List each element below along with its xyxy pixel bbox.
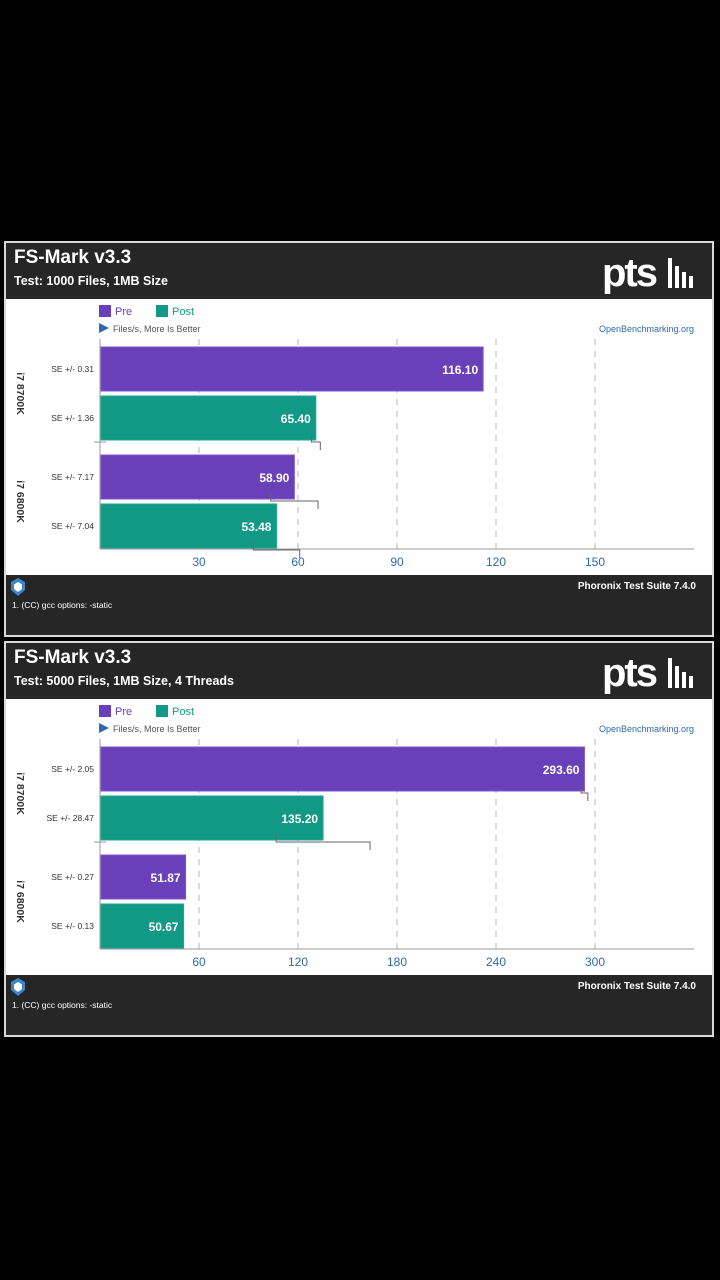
se-label: SE +/- 7.04 — [51, 521, 94, 531]
x-tick-label: 90 — [390, 555, 404, 569]
x-tick-label: 150 — [585, 555, 605, 569]
x-tick-label: 120 — [288, 955, 308, 969]
direction-label: Files/s, More Is Better — [113, 324, 201, 334]
source-label: OpenBenchmarking.org — [599, 724, 694, 734]
pts-logo-icon: pts — [602, 652, 693, 694]
direction-label: Files/s, More Is Better — [113, 724, 201, 734]
category-label: i7 6800K — [14, 880, 26, 923]
category-label: i7 8700K — [14, 772, 26, 815]
se-label: SE +/- 1.36 — [51, 413, 94, 423]
bar-value-label: 53.48 — [241, 520, 271, 534]
bar-post — [100, 903, 185, 949]
bar-chart: Pre Post Files/s, More Is Better OpenBenchm… — [14, 305, 694, 569]
x-tick-label: 30 — [192, 555, 206, 569]
chart-subtitle: Test: 1000 Files, 1MB Size — [14, 274, 168, 288]
se-label: SE +/- 0.31 — [51, 364, 94, 374]
benchmark-panel-1: FS-Mark v3.3 Test: 1000 Files, 1MB Size … — [4, 241, 714, 637]
bar-post — [100, 395, 317, 441]
x-tick-label: 60 — [192, 955, 206, 969]
x-tick-label: 240 — [486, 955, 506, 969]
openbenchmarking-icon — [11, 978, 25, 996]
footer-brand: Phoronix Test Suite 7.4.0 — [577, 581, 696, 592]
footer-note: 1. (CC) gcc options: -static — [12, 600, 113, 610]
pts-logo-icon: pts — [602, 252, 693, 294]
bar-value-label: 293.60 — [543, 763, 580, 777]
error-bracket — [252, 542, 301, 558]
bar-value-label: 50.67 — [149, 920, 179, 934]
openbenchmarking-icon — [11, 578, 25, 596]
bar-value-label: 65.40 — [281, 412, 311, 426]
legend-swatch-pre — [99, 305, 111, 317]
bar-pre — [100, 346, 484, 392]
bar-value-label: 116.10 — [442, 363, 478, 377]
category-label: i7 8700K — [14, 372, 26, 415]
bar-pre — [100, 854, 187, 900]
panel-header: FS-Mark v3.3 Test: 5000 Files, 1MB Size,… — [6, 643, 712, 699]
x-tick-label: 60 — [291, 555, 305, 569]
bar-value-label: 51.87 — [151, 871, 181, 885]
svg-text:pts: pts — [602, 252, 657, 294]
legend-swatch-post — [156, 705, 168, 717]
bar-pre — [100, 454, 295, 500]
x-tick-label: 120 — [486, 555, 506, 569]
svg-text:pts: pts — [602, 652, 657, 694]
x-tick-label: 300 — [585, 955, 605, 969]
se-label: SE +/- 2.05 — [51, 764, 94, 774]
panel-footer: Phoronix Test Suite 7.4.0 1. (CC) gcc op… — [6, 575, 712, 635]
panel-header: FS-Mark v3.3 Test: 1000 Files, 1MB Size … — [6, 243, 712, 299]
source-label: OpenBenchmarking.org — [599, 324, 694, 334]
bar-pre — [100, 746, 585, 792]
x-tick-label: 180 — [387, 955, 407, 969]
se-label: SE +/- 0.13 — [51, 921, 94, 931]
bar-post — [100, 503, 277, 549]
legend-swatch-pre — [99, 705, 111, 717]
legend-label-post: Post — [172, 306, 194, 318]
legend-swatch-post — [156, 305, 168, 317]
bar-chart: Pre Post Files/s, More Is Better OpenBenchm… — [14, 705, 694, 969]
se-label: SE +/- 7.17 — [51, 472, 94, 482]
bar-value-label: 135.20 — [281, 812, 318, 826]
footer-brand: Phoronix Test Suite 7.4.0 — [577, 981, 696, 992]
legend-label-pre: Pre — [115, 706, 132, 718]
benchmark-panel-2: FS-Mark v3.3 Test: 5000 Files, 1MB Size,… — [4, 641, 714, 1037]
se-label: SE +/- 28.47 — [47, 813, 95, 823]
panel-footer: Phoronix Test Suite 7.4.0 1. (CC) gcc op… — [6, 975, 712, 1035]
se-label: SE +/- 0.27 — [51, 872, 94, 882]
error-bracket — [310, 434, 321, 450]
error-bracket — [275, 834, 371, 850]
chart-title: FS-Mark v3.3 — [14, 647, 132, 668]
chart-subtitle: Test: 5000 Files, 1MB Size, 4 Threads — [14, 674, 234, 688]
bar-value-label: 58.90 — [259, 471, 289, 485]
error-bracket — [270, 493, 319, 509]
bar-post — [100, 795, 324, 841]
category-label: i7 6800K — [14, 480, 26, 523]
footer-note: 1. (CC) gcc options: -static — [12, 1000, 113, 1010]
legend-label-pre: Pre — [115, 306, 132, 318]
direction-arrow-icon — [99, 723, 109, 733]
chart-title: FS-Mark v3.3 — [14, 247, 132, 268]
direction-arrow-icon — [99, 323, 109, 333]
error-bracket — [580, 785, 589, 801]
legend-label-post: Post — [172, 706, 194, 718]
